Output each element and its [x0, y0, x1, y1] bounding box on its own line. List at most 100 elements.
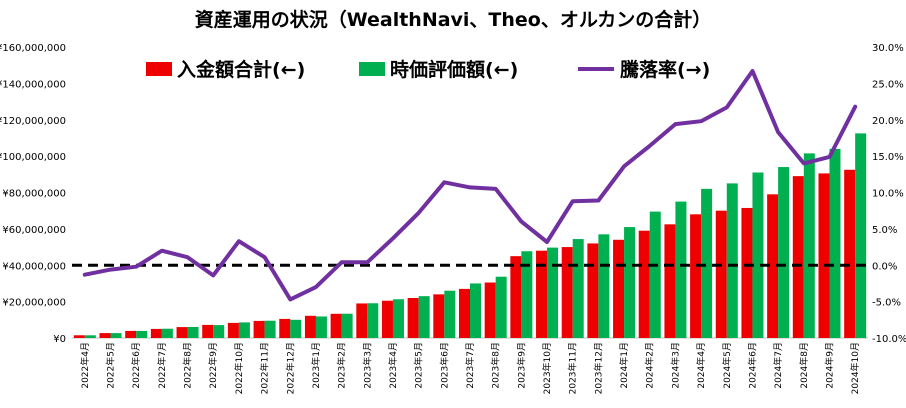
y-right-tick-label: 25.0%	[872, 79, 904, 90]
bar-deposit	[741, 207, 753, 338]
legend-label-market-value: 時価評価額(←)	[390, 58, 518, 81]
x-tick-label: 2024年4月	[695, 342, 707, 389]
x-tick-label: 2022年6月	[130, 342, 142, 389]
bar-deposit	[638, 230, 650, 338]
y-right-tick-label: 15.0%	[872, 152, 904, 163]
x-tick-label: 2022年7月	[156, 342, 168, 389]
bar-deposit	[279, 318, 291, 338]
bar-market-value	[803, 153, 815, 338]
y-right-tick-label: 5.0%	[872, 225, 897, 236]
x-tick-label: 2023年12月	[592, 342, 604, 394]
bar-market-value	[110, 333, 122, 338]
bar-deposit	[561, 247, 573, 338]
y-left-tick-label: ¥140,000,000	[0, 79, 66, 90]
bar-market-value	[315, 316, 327, 338]
bar-deposit	[484, 282, 496, 338]
x-tick-label: 2024年3月	[669, 342, 681, 389]
x-tick-label: 2022年9月	[207, 342, 219, 389]
bar-market-value	[829, 148, 841, 338]
bar-deposit	[433, 294, 445, 338]
y-right-tick-label: -5.0%	[872, 298, 901, 309]
x-tick-label: 2023年3月	[361, 342, 373, 389]
bar-deposit	[73, 335, 85, 338]
y-right-tick-label: 30.0%	[872, 43, 904, 54]
bar-market-value	[392, 299, 404, 338]
y-right-tick-label: 10.0%	[872, 189, 904, 200]
y-left-tick-label: ¥160,000,000	[0, 43, 66, 54]
bar-deposit	[818, 173, 830, 338]
y-right-tick-label: 0.0%	[872, 261, 897, 272]
x-tick-label: 2023年11月	[567, 342, 579, 394]
bar-market-value	[161, 328, 173, 338]
x-tick-label: 2023年9月	[515, 342, 527, 389]
bar-deposit	[715, 210, 727, 338]
bar-deposit	[176, 327, 188, 338]
x-tick-label: 2022年11月	[259, 342, 271, 394]
bar-market-value	[752, 172, 764, 338]
x-tick-label: 2022年5月	[105, 342, 117, 389]
bar-market-value	[187, 326, 199, 338]
x-tick-label: 2024年8月	[798, 342, 810, 389]
bar-deposit	[844, 169, 856, 338]
bar-market-value	[521, 251, 533, 338]
bar-deposit	[330, 313, 342, 338]
x-tick-label: 2023年10月	[541, 342, 553, 394]
y-right-tick-label: 20.0%	[872, 116, 904, 127]
bar-market-value	[547, 247, 559, 338]
bar-deposit	[150, 328, 162, 338]
bar-deposit	[407, 297, 419, 338]
bar-deposit	[99, 333, 111, 338]
bar-market-value	[213, 325, 225, 338]
bar-market-value	[264, 320, 276, 338]
bar-market-value	[136, 330, 148, 338]
y-left-tick-label: ¥20,000,000	[2, 298, 66, 309]
y-left-tick-label: ¥80,000,000	[2, 189, 66, 200]
bar-deposit	[459, 288, 470, 338]
x-tick-label: 2023年1月	[310, 342, 322, 389]
bar-market-value	[470, 283, 481, 338]
legend-swatch-market-value	[359, 62, 385, 76]
bar-market-value	[649, 211, 661, 338]
y-left-tick-label: ¥0	[53, 334, 66, 345]
bar-market-value	[701, 188, 713, 338]
x-tick-label: 2023年6月	[438, 342, 450, 389]
x-tick-label: 2024年5月	[721, 342, 733, 389]
x-tick-label: 2022年4月	[79, 342, 91, 389]
legend-label-deposit: 入金額合計(←)	[177, 58, 305, 81]
bar-market-value	[290, 319, 302, 338]
x-tick-label: 2024年9月	[823, 342, 835, 389]
x-tick-label: 2024年2月	[644, 342, 656, 389]
bar-deposit	[587, 243, 599, 338]
x-tick-label: 2024年7月	[772, 342, 784, 389]
x-tick-label: 2023年7月	[464, 342, 476, 389]
plot-area: ¥0 ¥20,000,000 ¥40,000,000 ¥60,000,000 ¥80,0…	[0, 43, 906, 394]
y-left-tick-label: ¥60,000,000	[2, 225, 66, 236]
x-tick-label: 2022年12月	[284, 342, 296, 394]
bar-deposit	[664, 224, 676, 338]
bar-market-value	[495, 276, 507, 338]
bar-market-value	[84, 335, 96, 338]
chart-title: 資産運用の状況（WealthNavi、Theo、オルカンの合計）	[195, 8, 712, 31]
bar-market-value	[598, 234, 610, 338]
bar-deposit	[253, 320, 265, 338]
bar-deposit	[356, 303, 368, 338]
x-tick-label: 2024年6月	[746, 342, 758, 389]
x-tick-label: 2024年1月	[618, 342, 630, 389]
bar-deposit	[767, 194, 779, 338]
bar-deposit	[125, 330, 137, 338]
x-tick-label: 2022年10月	[233, 342, 245, 394]
legend-label-return-rate: 騰落率(→)	[619, 58, 710, 81]
bar-market-value	[367, 303, 379, 338]
bar-deposit	[536, 250, 548, 338]
x-tick-label: 2023年5月	[413, 342, 425, 389]
legend-swatch-deposit	[146, 62, 172, 76]
bar-market-value	[238, 322, 250, 338]
bar-deposit	[202, 324, 214, 338]
bar-market-value	[624, 227, 636, 338]
x-tick-label: 2023年2月	[336, 342, 348, 389]
bar-market-value	[444, 290, 456, 338]
y-left-tick-label: ¥120,000,000	[0, 116, 66, 127]
bar-deposit	[304, 315, 316, 338]
